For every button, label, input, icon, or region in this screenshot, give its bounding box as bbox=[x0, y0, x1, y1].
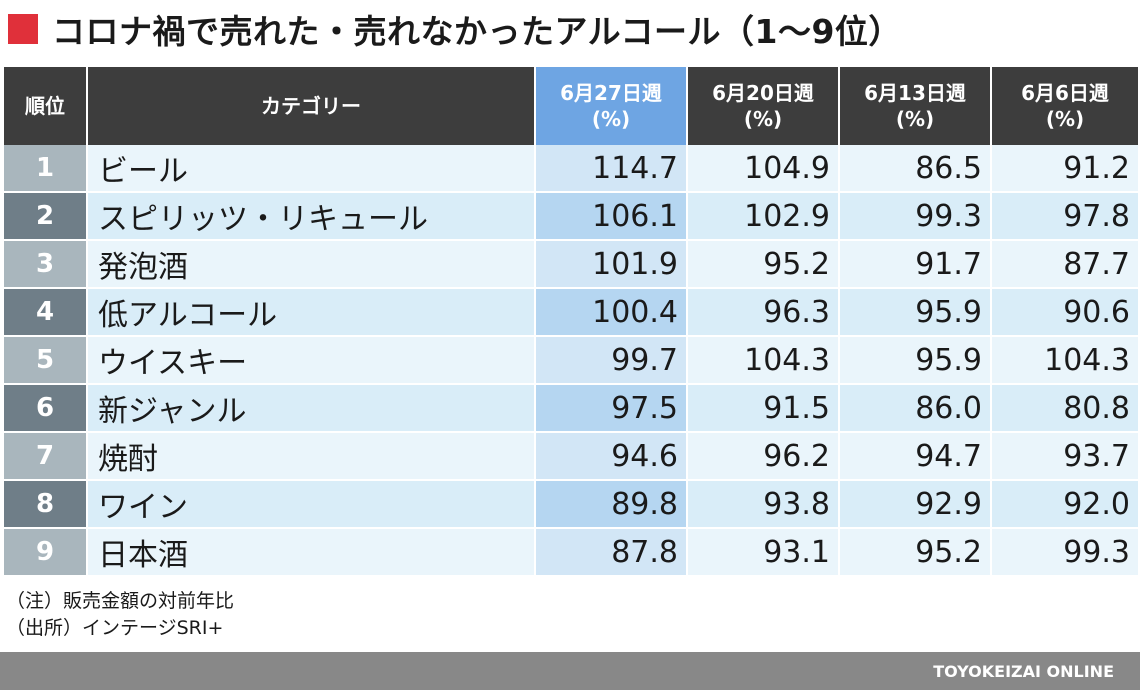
header-category: カテゴリー bbox=[88, 67, 534, 145]
value-cell: 96.3 bbox=[688, 289, 838, 337]
rank-cell: 3 bbox=[4, 241, 86, 289]
value-cell: 94.6 bbox=[536, 433, 686, 481]
table-row: 4 低アルコール 100.4 96.3 95.9 90.6 bbox=[4, 289, 1138, 337]
category-cell: ウイスキー bbox=[88, 337, 534, 385]
category-cell: ビール bbox=[88, 145, 534, 193]
value-cell: 93.8 bbox=[688, 481, 838, 529]
value-cell: 97.5 bbox=[536, 385, 686, 433]
value-cell: 104.9 bbox=[688, 145, 838, 193]
note-definition: （注）販売金額の対前年比 bbox=[6, 590, 235, 612]
rank-cell: 2 bbox=[4, 193, 86, 241]
table-row: 6 新ジャンル 97.5 91.5 86.0 80.8 bbox=[4, 385, 1138, 433]
value-cell: 80.8 bbox=[992, 385, 1138, 433]
category-cell: 新ジャンル bbox=[88, 385, 534, 433]
value-cell: 90.6 bbox=[992, 289, 1138, 337]
value-cell: 94.7 bbox=[840, 433, 990, 481]
page-title: コロナ禍で売れた・売れなかったアルコール（1〜9位） bbox=[52, 12, 902, 51]
value-cell: 91.5 bbox=[688, 385, 838, 433]
note-source: （出所）インテージSRI+ bbox=[6, 617, 224, 639]
title-bar: コロナ禍で売れた・売れなかったアルコール（1〜9位） bbox=[8, 4, 902, 54]
header-week-0627: 6月27日週 (%) bbox=[536, 67, 686, 145]
category-cell: 日本酒 bbox=[88, 529, 534, 577]
value-cell: 96.2 bbox=[688, 433, 838, 481]
table-row: 9 日本酒 87.8 93.1 95.2 99.3 bbox=[4, 529, 1138, 577]
value-cell: 104.3 bbox=[992, 337, 1138, 385]
ranking-table: 順位 カテゴリー 6月27日週 (%) 6月20日週 (%) 6月13日週 (%) 6… bbox=[2, 67, 1140, 577]
value-cell: 95.2 bbox=[840, 529, 990, 577]
table-row: 2 スピリッツ・リキュール 106.1 102.9 99.3 97.8 bbox=[4, 193, 1138, 241]
header-rank: 順位 bbox=[4, 67, 86, 145]
rank-cell: 5 bbox=[4, 337, 86, 385]
table-row: 8 ワイン 89.8 93.8 92.9 92.0 bbox=[4, 481, 1138, 529]
footer-brand: TOYOKEIZAI ONLINE bbox=[933, 661, 1114, 681]
value-cell: 99.3 bbox=[992, 529, 1138, 577]
table-body: 1 ビール 114.7 104.9 86.5 91.2 2 スピリッツ・リキュール 106.1 1… bbox=[4, 145, 1138, 577]
value-cell: 86.0 bbox=[840, 385, 990, 433]
value-cell: 101.9 bbox=[536, 241, 686, 289]
value-cell: 95.9 bbox=[840, 337, 990, 385]
rank-cell: 8 bbox=[4, 481, 86, 529]
rank-cell: 9 bbox=[4, 529, 86, 577]
header-week-0613: 6月13日週 (%) bbox=[840, 67, 990, 145]
category-cell: 発泡酒 bbox=[88, 241, 534, 289]
header-row: 順位 カテゴリー 6月27日週 (%) 6月20日週 (%) 6月13日週 (%) 6… bbox=[4, 67, 1138, 145]
header-week-0606: 6月6日週 (%) bbox=[992, 67, 1138, 145]
header-week-0620: 6月20日週 (%) bbox=[688, 67, 838, 145]
value-cell: 97.8 bbox=[992, 193, 1138, 241]
title-marker bbox=[8, 14, 38, 44]
value-cell: 86.5 bbox=[840, 145, 990, 193]
value-cell: 95.2 bbox=[688, 241, 838, 289]
rank-cell: 1 bbox=[4, 145, 86, 193]
value-cell: 87.8 bbox=[536, 529, 686, 577]
rank-cell: 6 bbox=[4, 385, 86, 433]
category-cell: ワイン bbox=[88, 481, 534, 529]
category-cell: スピリッツ・リキュール bbox=[88, 193, 534, 241]
value-cell: 93.7 bbox=[992, 433, 1138, 481]
value-cell: 93.1 bbox=[688, 529, 838, 577]
value-cell: 104.3 bbox=[688, 337, 838, 385]
category-cell: 低アルコール bbox=[88, 289, 534, 337]
value-cell: 99.7 bbox=[536, 337, 686, 385]
value-cell: 114.7 bbox=[536, 145, 686, 193]
value-cell: 102.9 bbox=[688, 193, 838, 241]
value-cell: 100.4 bbox=[536, 289, 686, 337]
notes: （注）販売金額の対前年比 （出所）インテージSRI+ bbox=[6, 588, 234, 642]
rank-cell: 7 bbox=[4, 433, 86, 481]
value-cell: 92.9 bbox=[840, 481, 990, 529]
footer: TOYOKEIZAI ONLINE bbox=[0, 652, 1140, 690]
table-row: 3 発泡酒 101.9 95.2 91.7 87.7 bbox=[4, 241, 1138, 289]
table-row: 1 ビール 114.7 104.9 86.5 91.2 bbox=[4, 145, 1138, 193]
value-cell: 89.8 bbox=[536, 481, 686, 529]
value-cell: 87.7 bbox=[992, 241, 1138, 289]
value-cell: 91.7 bbox=[840, 241, 990, 289]
value-cell: 95.9 bbox=[840, 289, 990, 337]
value-cell: 92.0 bbox=[992, 481, 1138, 529]
table-row: 7 焼酎 94.6 96.2 94.7 93.7 bbox=[4, 433, 1138, 481]
value-cell: 99.3 bbox=[840, 193, 990, 241]
value-cell: 106.1 bbox=[536, 193, 686, 241]
table-row: 5 ウイスキー 99.7 104.3 95.9 104.3 bbox=[4, 337, 1138, 385]
category-cell: 焼酎 bbox=[88, 433, 534, 481]
rank-cell: 4 bbox=[4, 289, 86, 337]
value-cell: 91.2 bbox=[992, 145, 1138, 193]
